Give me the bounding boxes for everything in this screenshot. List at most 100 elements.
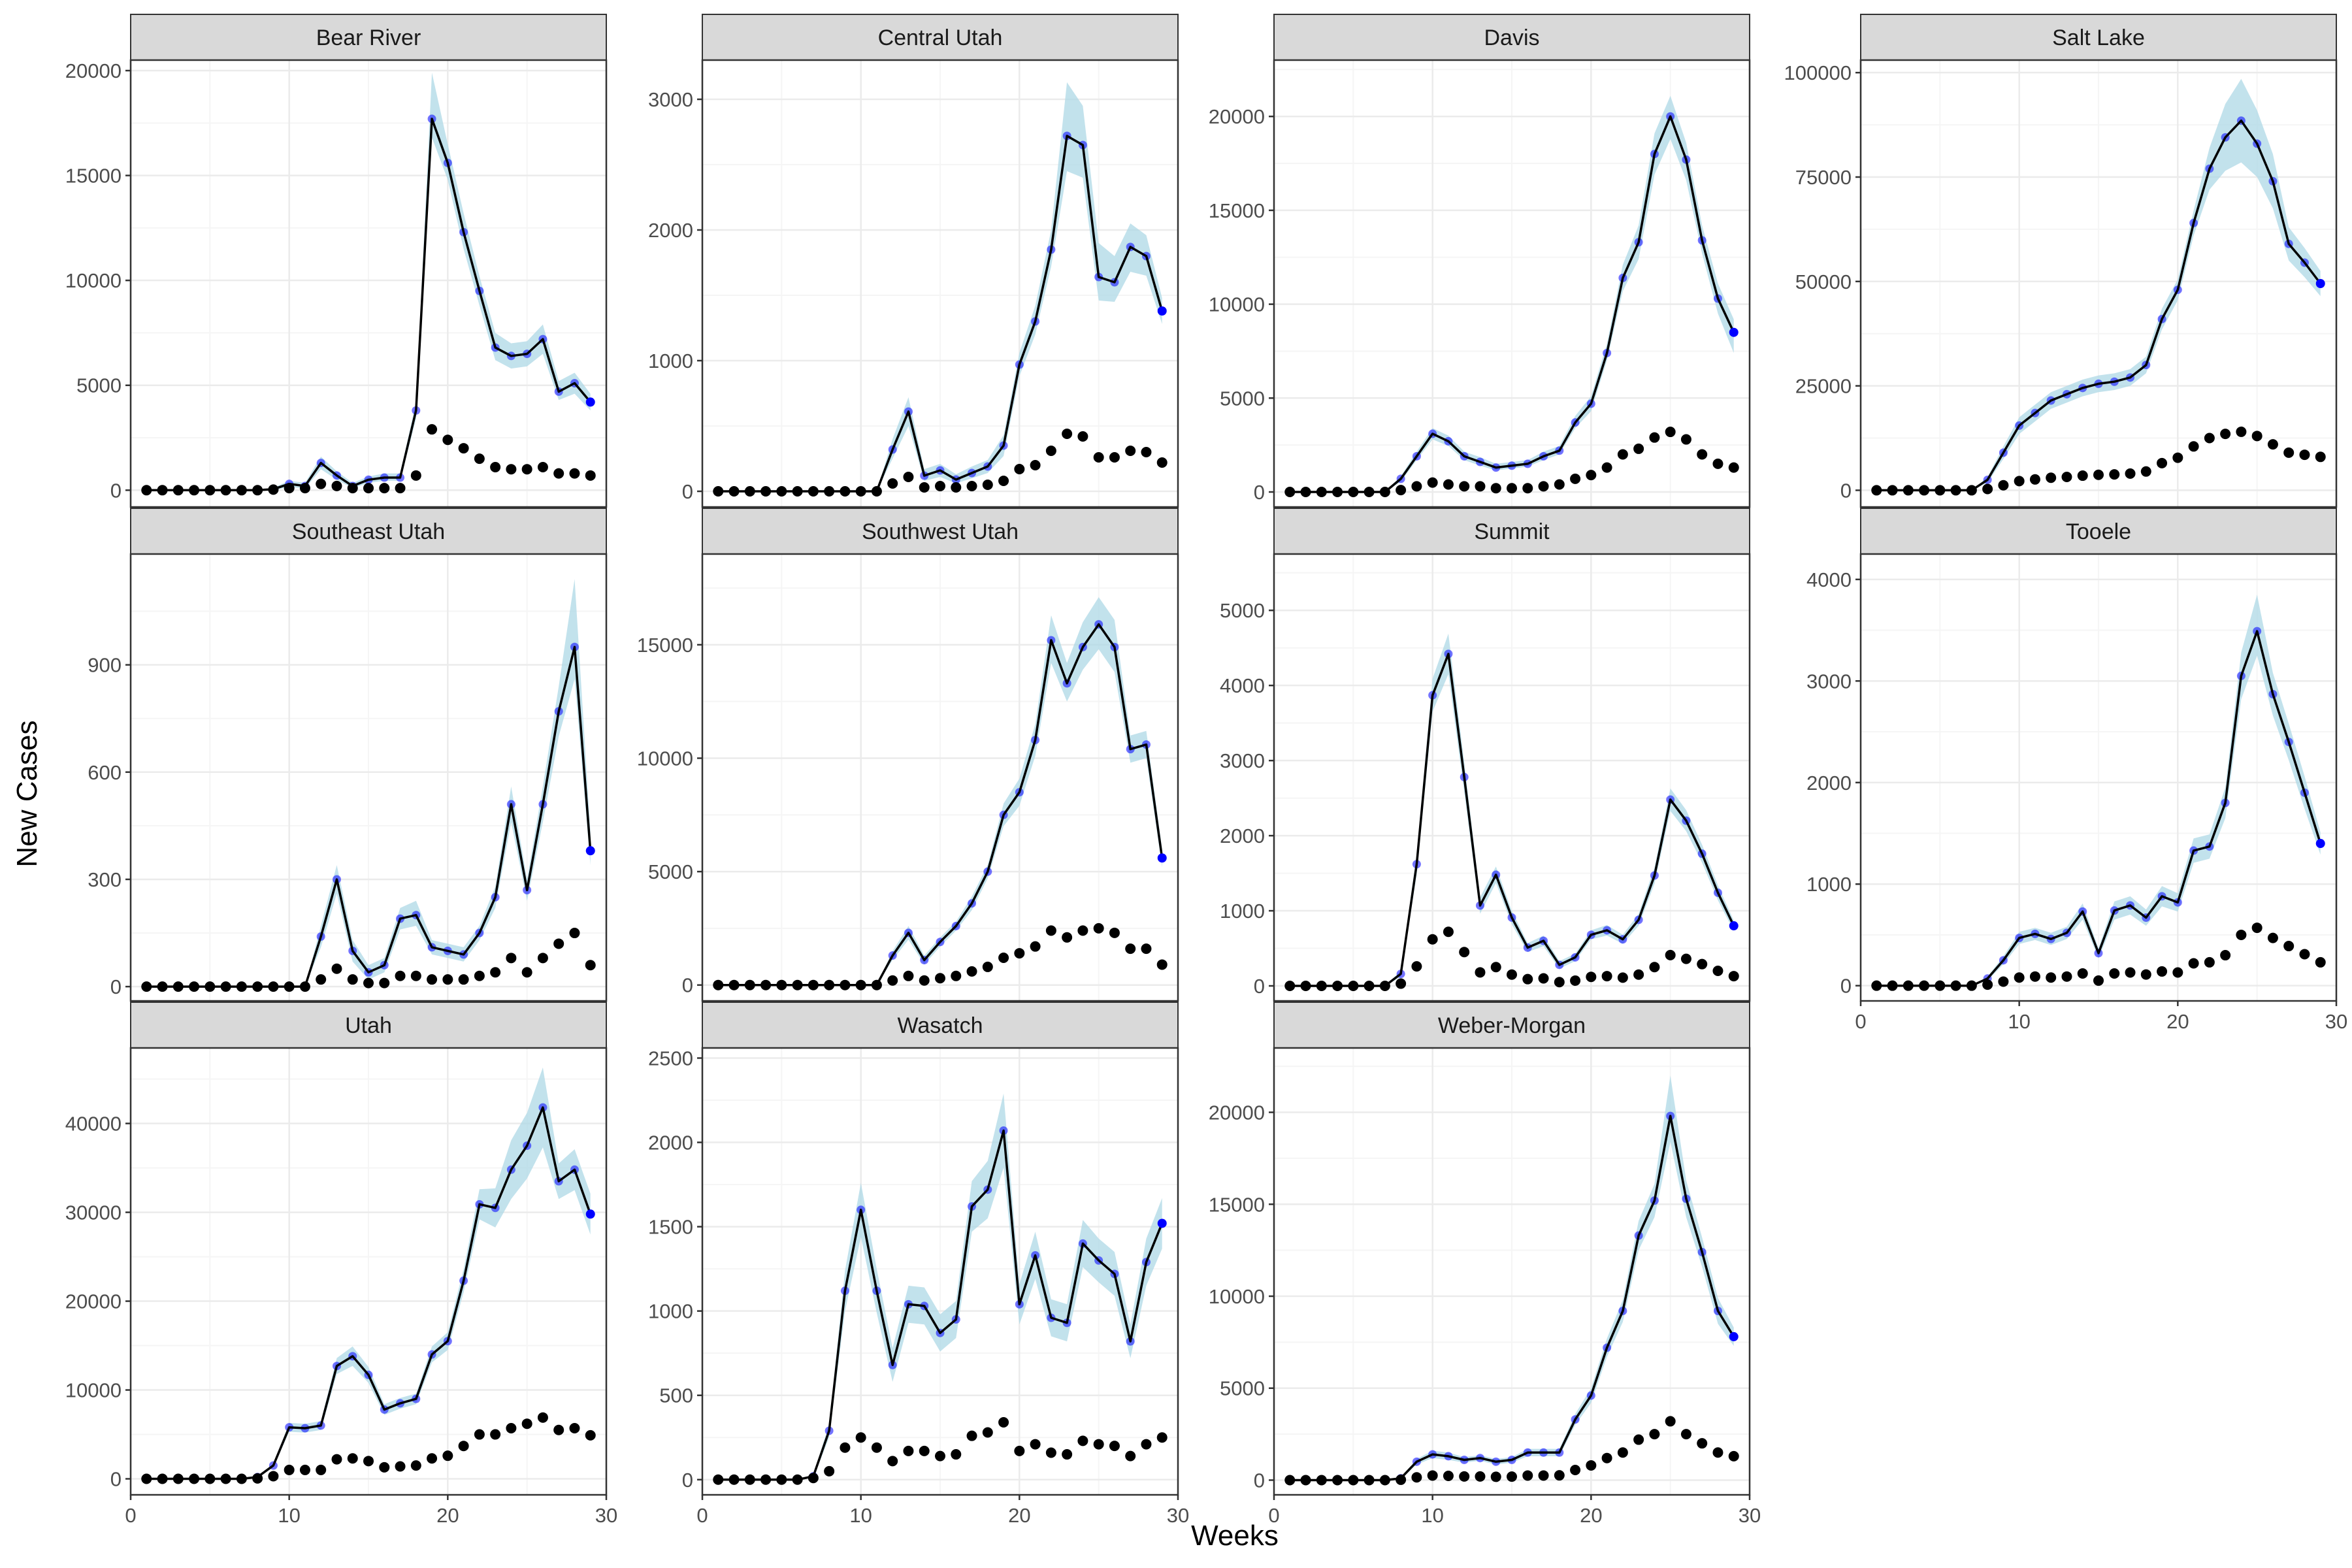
reported-point — [268, 484, 279, 495]
y-tick-label: 1000 — [1806, 873, 1852, 896]
x-tick-label: 30 — [2325, 1010, 2347, 1033]
reported-point — [1030, 941, 1041, 952]
reported-point — [1633, 969, 1644, 980]
reported-point — [966, 481, 977, 491]
reported-point — [2251, 431, 2262, 442]
reported-point — [1156, 959, 1168, 970]
reported-point — [2315, 956, 2326, 968]
estimate-line — [1876, 630, 2322, 987]
reported-point — [1697, 1438, 1708, 1449]
reported-point — [919, 975, 930, 986]
reported-point — [141, 1473, 152, 1484]
reported-point — [982, 480, 993, 490]
y-tick-label: 15000 — [65, 165, 122, 188]
reported-point — [157, 485, 168, 496]
y-tick-label: 5000 — [648, 860, 693, 883]
reported-point — [1887, 980, 1898, 991]
reported-point — [2204, 956, 2215, 968]
reported-point — [728, 486, 740, 497]
reported-point — [1712, 966, 1723, 977]
y-tick-label: 25000 — [1795, 375, 1852, 398]
estimate-line — [1290, 1115, 1735, 1482]
y-tick-label: 1000 — [1220, 900, 1265, 923]
reported-point — [474, 1429, 485, 1440]
reported-point — [1697, 449, 1708, 460]
reported-point — [2267, 932, 2278, 943]
facet-strip — [130, 14, 607, 61]
reported-point — [1475, 967, 1486, 978]
facet-strip — [702, 14, 1179, 61]
reported-point — [792, 486, 803, 497]
reported-point — [792, 1474, 803, 1485]
x-tick-label: 10 — [1421, 1504, 1443, 1527]
reported-point — [427, 1453, 438, 1464]
reported-point — [982, 1427, 993, 1438]
y-tick-label: 15000 — [1209, 1193, 1265, 1216]
reported-point — [395, 483, 406, 494]
reported-point — [951, 1449, 962, 1460]
reported-point — [157, 1473, 168, 1484]
reported-point — [1141, 447, 1152, 457]
reported-point — [220, 1473, 231, 1484]
reported-point — [1665, 1416, 1676, 1427]
y-tick-label: 300 — [88, 868, 122, 891]
y-tick-label: 20000 — [1209, 1102, 1265, 1124]
reported-point — [1459, 947, 1470, 958]
reported-point — [951, 482, 962, 493]
y-tick-label: 1000 — [648, 350, 693, 372]
y-tick-label: 0 — [682, 974, 693, 997]
reported-point — [2267, 439, 2278, 450]
reported-point — [1475, 481, 1486, 492]
reported-point — [1538, 1470, 1549, 1481]
y-tick-label: 4000 — [1220, 674, 1265, 697]
reported-point — [1459, 1471, 1470, 1482]
reported-point — [1982, 483, 1993, 495]
y-tick-label: 10000 — [1209, 293, 1265, 316]
reported-point — [713, 486, 724, 497]
y-tick-label: 3000 — [1220, 749, 1265, 772]
reported-point — [903, 1445, 914, 1456]
reported-point — [537, 461, 548, 472]
reported-point — [1030, 460, 1041, 470]
reported-point — [855, 1432, 866, 1443]
reported-point — [1649, 1429, 1660, 1440]
reported-point — [1109, 927, 1120, 938]
facet-title: Utah — [345, 1013, 392, 1038]
reported-point — [1507, 969, 1517, 980]
y-tick-label: 0 — [682, 480, 693, 503]
y-tick-label: 3000 — [1806, 670, 1852, 693]
reported-point — [2299, 449, 2310, 461]
y-tick-label: 10000 — [65, 269, 122, 292]
x-tick-label: 30 — [595, 1504, 617, 1527]
reported-point — [284, 483, 295, 494]
reported-point — [1998, 480, 2009, 491]
reported-point — [2236, 426, 2247, 437]
reported-point — [1427, 477, 1438, 488]
y-tick-label: 30000 — [65, 1201, 122, 1224]
reported-point — [537, 1412, 548, 1423]
reported-point — [1966, 485, 1977, 496]
reported-point — [1649, 962, 1660, 973]
reported-point — [1697, 958, 1708, 970]
confidence-band — [1876, 78, 2321, 491]
reported-point — [2093, 975, 2104, 986]
reported-point — [189, 1473, 200, 1484]
reported-point — [204, 1473, 216, 1484]
reported-point — [490, 461, 501, 472]
reported-point — [506, 953, 517, 964]
reported-point — [1045, 1447, 1056, 1458]
reported-point — [1903, 485, 1914, 496]
reported-point — [728, 1474, 740, 1485]
reported-point — [1411, 961, 1422, 972]
reported-point — [824, 1465, 835, 1477]
panel-border — [1273, 553, 1751, 1002]
facet-title: Bear River — [316, 25, 421, 50]
reported-point — [840, 486, 851, 497]
panel-border — [701, 1047, 1179, 1496]
reported-point — [1538, 481, 1549, 492]
panel-border — [1859, 553, 2338, 1002]
reported-point — [141, 485, 152, 496]
reported-point — [1014, 948, 1025, 959]
y-tick-label: 0 — [110, 1468, 122, 1491]
reported-point — [1966, 980, 1977, 991]
